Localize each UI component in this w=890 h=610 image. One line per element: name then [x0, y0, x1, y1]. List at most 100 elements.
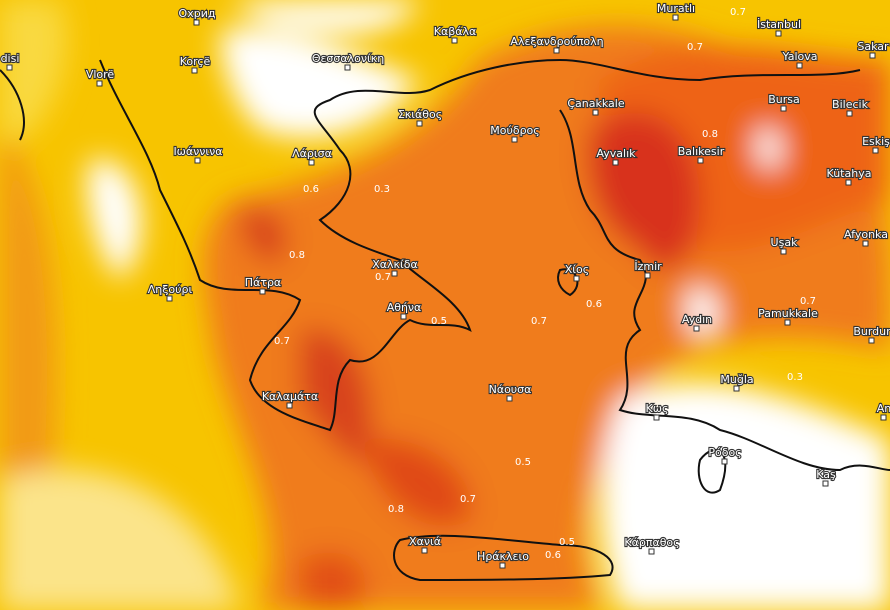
- city-marker: [693, 325, 700, 332]
- city-marker: [672, 14, 679, 21]
- city-marker: [421, 547, 428, 554]
- contour-label: 0.7: [531, 316, 547, 327]
- city-label: Yalova: [782, 50, 818, 63]
- city-label: Καλαμάτα: [262, 390, 318, 403]
- city-marker: [644, 272, 651, 279]
- contour-label: 0.8: [702, 129, 718, 140]
- city-marker: [868, 337, 875, 344]
- city-label: Balıkesir: [678, 145, 725, 158]
- city-label: Αλεξανδρούπολη: [510, 35, 603, 48]
- contour-label: 0.6: [545, 550, 561, 561]
- contour-label: 0.6: [586, 299, 602, 310]
- labels: disi Охрид Korçë Vlorë Ιωάννινα Λάρισα Θεσσαλο…: [0, 1, 890, 569]
- city-label: Καβάλα: [434, 25, 477, 38]
- contour-label: 0.5: [515, 457, 531, 468]
- city-marker: [822, 480, 829, 487]
- city-label: Αθήνα: [387, 301, 422, 314]
- city-label: Σκιάθος: [398, 108, 442, 121]
- contour-label: 0.7: [730, 7, 746, 18]
- city-label: Ayvalık: [596, 147, 636, 160]
- city-marker: [6, 64, 13, 71]
- city-marker: [308, 159, 315, 166]
- city-label: Λάρισα: [292, 147, 332, 160]
- city-marker: [780, 105, 787, 112]
- city-marker: [612, 159, 619, 166]
- city-marker: [648, 548, 655, 555]
- city-marker: [166, 295, 173, 302]
- city-marker: [796, 62, 803, 69]
- city-marker: [191, 67, 198, 74]
- city-marker: [286, 402, 293, 409]
- city-label: Sakar: [857, 40, 889, 53]
- city-label: Bilecik: [832, 98, 869, 111]
- city-marker: [553, 47, 560, 54]
- city-marker: [400, 313, 407, 320]
- city-marker: [862, 240, 869, 247]
- city-marker: [880, 414, 887, 421]
- city-marker: [697, 157, 704, 164]
- city-marker: [653, 414, 660, 421]
- city-label: Охрид: [179, 7, 216, 20]
- city-label: Κάρπαθος: [624, 536, 679, 549]
- city-label: Ιωάννινα: [173, 145, 222, 158]
- city-label: Θεσσαλονίκη: [312, 52, 384, 65]
- contour-label: 0.5: [431, 316, 447, 327]
- city-marker: [733, 385, 740, 392]
- city-marker: [193, 19, 200, 26]
- city-marker: [259, 288, 266, 295]
- city-label: Χανιά: [409, 535, 441, 548]
- city-label: Μούδρος: [490, 124, 539, 137]
- city-label: İzmir: [634, 260, 662, 273]
- city-marker: [872, 147, 879, 154]
- city-label: Χίος: [565, 263, 589, 276]
- city-marker: [194, 157, 201, 164]
- city-marker: [511, 136, 518, 143]
- city-label: Ηράκλειο: [477, 550, 529, 563]
- contour-label: 0.7: [800, 296, 816, 307]
- city-label: Korçë: [180, 55, 211, 68]
- city-marker: [721, 458, 728, 465]
- city-marker: [784, 319, 791, 326]
- city-label: Kütahya: [827, 167, 872, 180]
- city-label: Çanakkale: [567, 97, 624, 110]
- city-label: disi: [1, 52, 20, 65]
- contour-label: 0.3: [787, 372, 803, 383]
- city-label: Aydın: [682, 313, 712, 326]
- city-label: Burdur: [853, 325, 890, 338]
- city-label: Eskiş: [862, 135, 890, 148]
- contour-label: 0.8: [388, 504, 404, 515]
- city-label: Muratlı: [657, 2, 695, 15]
- city-marker: [499, 562, 506, 569]
- city-label: Πάτρα: [245, 276, 281, 289]
- city-label: Κως: [646, 402, 669, 415]
- contour-label: 0.3: [374, 184, 390, 195]
- city-label: Pamukkale: [758, 307, 818, 320]
- city-marker: [344, 64, 351, 71]
- city-marker: [451, 37, 458, 44]
- city-marker: [506, 395, 513, 402]
- city-marker: [391, 270, 398, 277]
- city-marker: [846, 110, 853, 117]
- city-label: Bursa: [768, 93, 800, 106]
- city-marker: [592, 109, 599, 116]
- city-label: Uşak: [771, 236, 799, 249]
- city-label: Ληξούρι: [148, 283, 193, 296]
- city-marker: [96, 80, 103, 87]
- city-marker: [775, 30, 782, 37]
- contour-label: 0.7: [274, 336, 290, 347]
- city-marker: [780, 248, 787, 255]
- city-marker: [573, 275, 580, 282]
- city-label: Χαλκίδα: [372, 258, 417, 271]
- contour-label: 0.7: [460, 494, 476, 505]
- contour-label: 0.7: [375, 272, 391, 283]
- city-marker: [845, 179, 852, 186]
- city-label: Afyonka: [844, 228, 888, 241]
- city-label: Νάουσα: [489, 383, 532, 396]
- city-label: Ρόδος: [708, 446, 741, 459]
- city-label: İstanbul: [757, 18, 801, 31]
- city-marker: [416, 120, 423, 127]
- city-label: An: [877, 402, 890, 415]
- city-label: Vlorë: [86, 68, 115, 81]
